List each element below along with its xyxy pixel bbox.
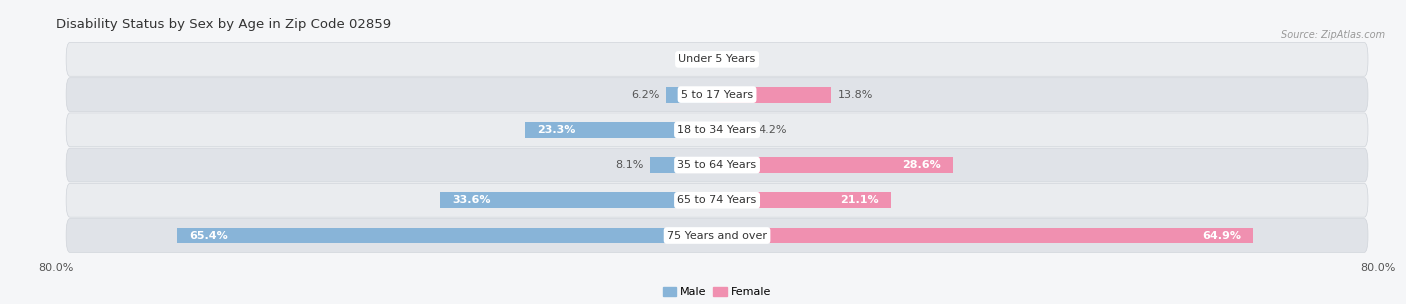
Text: Source: ZipAtlas.com: Source: ZipAtlas.com [1281, 30, 1385, 40]
Text: 65 to 74 Years: 65 to 74 Years [678, 195, 756, 205]
Text: 6.2%: 6.2% [631, 90, 659, 100]
Text: 0.0%: 0.0% [682, 54, 710, 64]
FancyBboxPatch shape [66, 148, 1368, 182]
Text: 28.6%: 28.6% [903, 160, 941, 170]
Bar [650, 157, 717, 173]
FancyBboxPatch shape [66, 78, 1368, 112]
FancyBboxPatch shape [66, 183, 1368, 217]
Bar [717, 122, 752, 138]
Text: Disability Status by Sex by Age in Zip Code 02859: Disability Status by Sex by Age in Zip C… [56, 18, 391, 31]
Text: 18 to 34 Years: 18 to 34 Years [678, 125, 756, 135]
FancyBboxPatch shape [66, 219, 1368, 252]
Text: 23.3%: 23.3% [537, 125, 575, 135]
Text: 75 Years and over: 75 Years and over [666, 230, 768, 240]
Text: 8.1%: 8.1% [616, 160, 644, 170]
Text: 64.9%: 64.9% [1202, 230, 1240, 240]
Bar [524, 122, 717, 138]
Text: 21.1%: 21.1% [841, 195, 879, 205]
FancyBboxPatch shape [66, 113, 1368, 147]
Bar [440, 192, 717, 208]
Bar [717, 157, 953, 173]
Text: 5 to 17 Years: 5 to 17 Years [681, 90, 754, 100]
Bar [666, 87, 717, 102]
Bar [717, 228, 1253, 244]
Text: 0.0%: 0.0% [724, 54, 752, 64]
Text: Under 5 Years: Under 5 Years [679, 54, 755, 64]
Bar [717, 192, 891, 208]
Text: 33.6%: 33.6% [451, 195, 491, 205]
Text: 35 to 64 Years: 35 to 64 Years [678, 160, 756, 170]
FancyBboxPatch shape [66, 43, 1368, 76]
Bar [717, 87, 831, 102]
Text: 13.8%: 13.8% [838, 90, 873, 100]
Text: 4.2%: 4.2% [758, 125, 787, 135]
Bar [177, 228, 717, 244]
Text: 65.4%: 65.4% [190, 230, 228, 240]
Legend: Male, Female: Male, Female [658, 282, 776, 302]
